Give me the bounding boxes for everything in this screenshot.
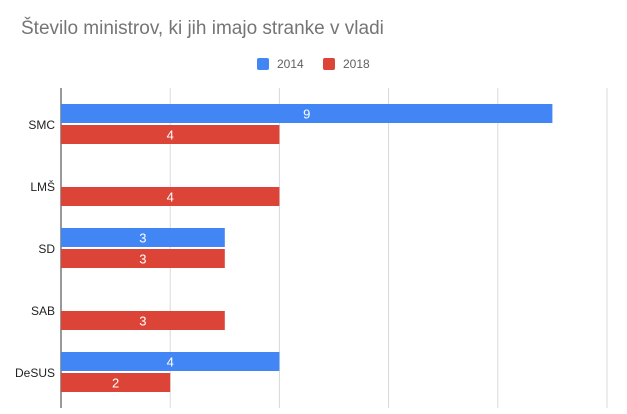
category-label: DeSUS: [15, 366, 55, 380]
legend-swatch-2018: [323, 58, 335, 70]
legend-item-2018[interactable]: 2018: [323, 57, 370, 71]
data-label-2014-DeSUS: 4: [167, 355, 174, 370]
legend-item-2014[interactable]: 2014: [257, 57, 304, 71]
bar-2018-SAB: [61, 311, 225, 330]
data-label-2018-DeSUS: 2: [112, 376, 119, 391]
legend-label-2014: 2014: [277, 57, 304, 71]
data-label-2018-SD: 3: [139, 252, 146, 267]
category-label: SD: [38, 242, 55, 256]
bar-2018-SMC: [61, 125, 280, 144]
bar-2018-LMŠ: [61, 187, 280, 206]
legend: 2014 2018: [0, 57, 627, 75]
legend-label-2018: 2018: [343, 57, 370, 71]
bar-2014-SMC: [61, 104, 553, 123]
category-label: LMŠ: [30, 179, 55, 194]
data-label-2018-LMŠ: 4: [167, 190, 174, 205]
data-label-2018-SMC: 4: [167, 128, 174, 143]
bar-2018-DeSUS: [61, 373, 171, 392]
bar-2018-SD: [61, 249, 225, 268]
category-label: SAB: [31, 304, 55, 318]
chart-title: Število ministrov, ki jih imajo stranke …: [21, 18, 384, 39]
data-label-2014-SD: 3: [139, 231, 146, 246]
bar-2014-SD: [61, 228, 225, 247]
bar-2014-DeSUS: [61, 352, 280, 371]
legend-swatch-2014: [257, 58, 269, 70]
data-label-2018-SAB: 3: [139, 314, 146, 329]
category-label: SMC: [28, 118, 55, 132]
data-label-2014-SMC: 9: [303, 107, 310, 122]
